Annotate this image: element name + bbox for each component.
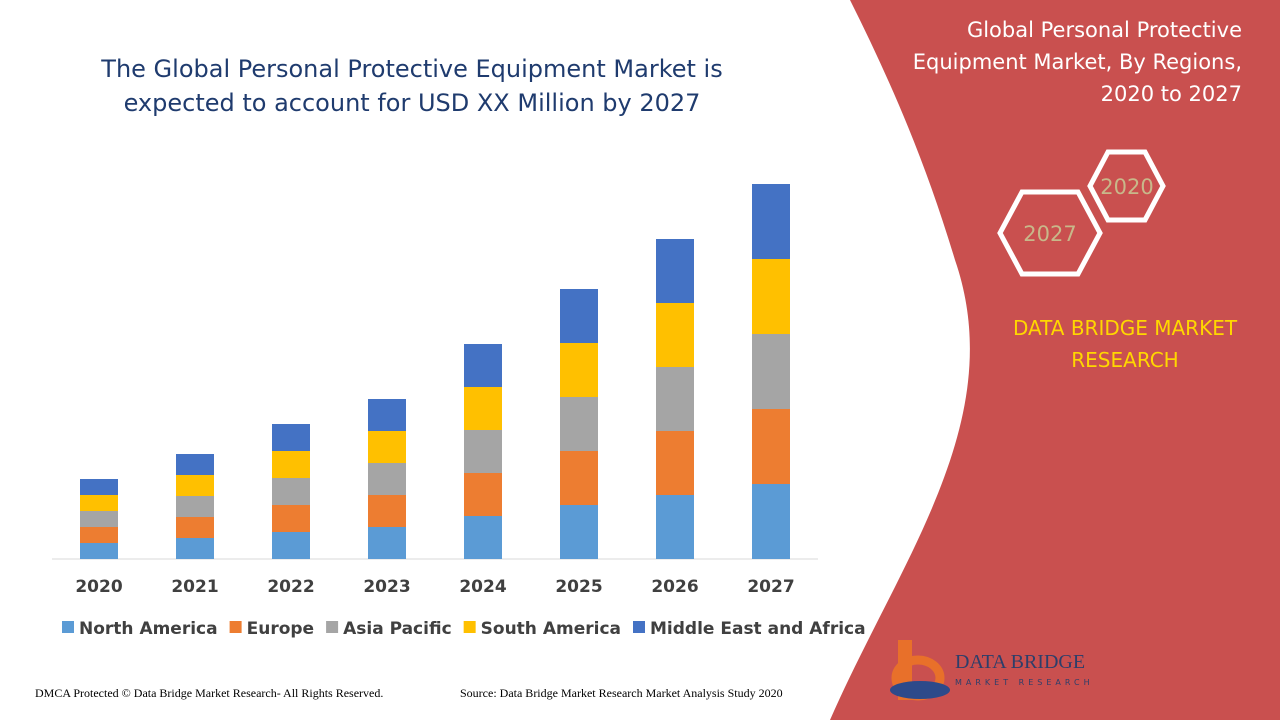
bar-segment [272,478,310,505]
legend-swatch [62,621,74,633]
bar-segment [656,495,694,559]
bar-segment [272,451,310,478]
bar-segment [752,259,790,334]
bar-segment [80,511,118,527]
bar-segment [368,463,406,495]
legend-swatch [463,621,476,633]
x-tick-label: 2026 [651,577,698,597]
bar-segment [272,532,310,559]
copyright: DMCA Protected © Data Bridge Market Rese… [35,686,384,700]
bar-segment [176,454,214,475]
logo-tagline: MARKET RESEARCH [955,678,1094,687]
x-tick-label: 2020 [75,577,122,597]
bar-segment [464,473,502,516]
hexagon [1087,149,1166,223]
hexagon [997,189,1103,277]
bar-segment [464,344,502,387]
bar-segment [176,496,214,517]
hex-label: 2027 [1023,222,1076,246]
bar-segment [656,239,694,303]
bar-segment [752,184,790,259]
bar-segment [272,505,310,532]
x-tick-label: 2022 [267,577,314,597]
legend-label: Europe [247,619,314,639]
bar-segment [80,527,118,543]
bar-segment [176,517,214,538]
legend-swatch [326,621,339,633]
legend-label: Middle East and Africa [650,619,866,639]
bar-segment [464,516,502,559]
bar-segment [368,431,406,463]
bar-segment [656,303,694,367]
bar-segment [656,431,694,495]
hex-label: 2020 [1100,175,1153,199]
legend-swatch [633,621,645,633]
source: Source: Data Bridge Market Research Mark… [460,686,783,700]
x-tick-label: 2024 [459,577,506,597]
logo: DATA BRIDGE MARKET RESEARCH [890,640,1094,701]
bar-segment [368,399,406,431]
bar-segment [464,430,502,473]
x-tick-label: 2027 [747,577,794,597]
panel-title: Global Personal Protective Equipment Mar… [912,18,1242,106]
bar-segment [560,505,598,559]
bar-segment [80,479,118,495]
bar-segment [368,527,406,559]
side-panel [830,0,1280,720]
x-tick-label: 2023 [363,577,410,597]
x-tick-label: 2025 [555,577,602,597]
bar-segment [80,543,118,559]
bar-segment [464,387,502,430]
legend-label: South America [481,619,621,639]
bar-segment [656,367,694,431]
bar-segment [752,409,790,484]
chart-title: The Global Personal Protective Equipment… [101,55,723,117]
legend-label: North America [79,619,218,639]
bar-segment [176,538,214,559]
bar-segment [560,343,598,397]
bar-segment [560,397,598,451]
bar-segment [752,484,790,559]
x-tick-label: 2021 [171,577,218,597]
bar-segment [272,424,310,451]
bar-segment [752,334,790,409]
bar-segment [368,495,406,527]
logo-mark [890,681,950,699]
bar-segment [560,289,598,343]
brand: DATA BRIDGE MARKET RESEARCH [1012,316,1238,372]
bar-segment [176,475,214,496]
bar-segment [560,451,598,505]
logo-name: DATA BRIDGE [955,651,1085,673]
bar-segment [80,495,118,511]
legend-label: Asia Pacific [343,619,452,639]
legend-swatch [229,621,242,633]
